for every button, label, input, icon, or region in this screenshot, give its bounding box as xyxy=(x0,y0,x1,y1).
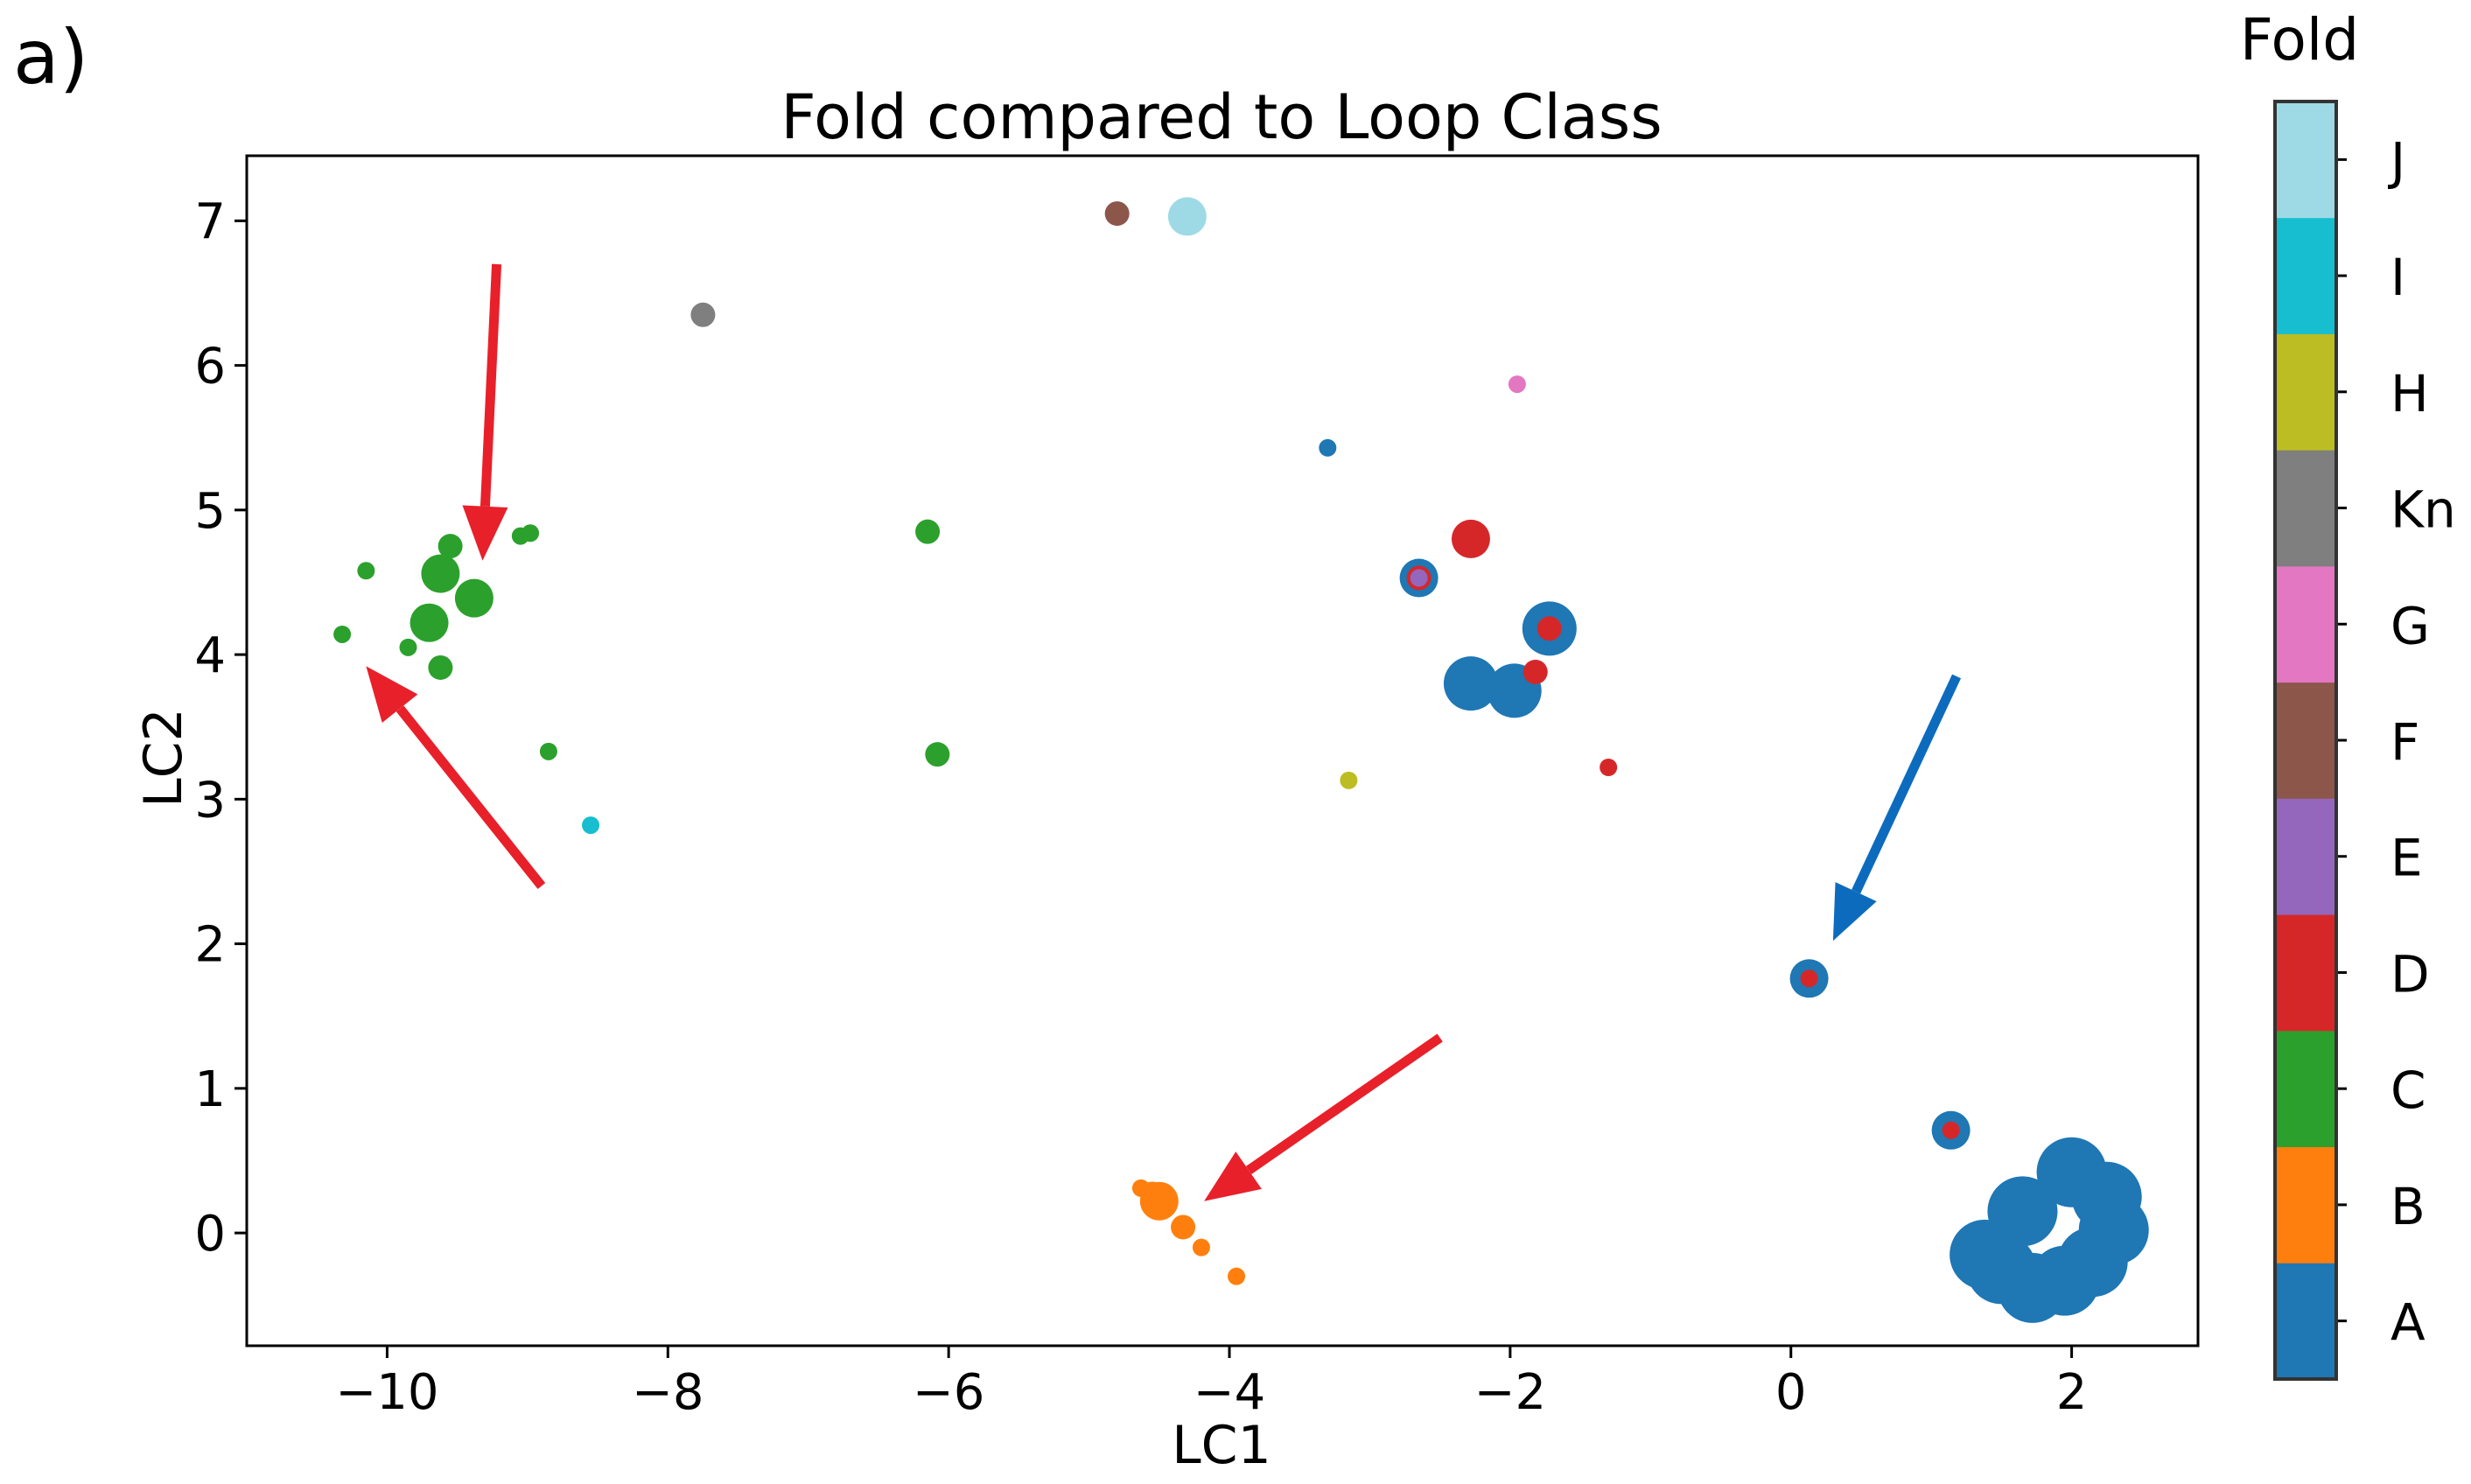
data-point-c xyxy=(438,534,463,559)
y-tick-label: 5 xyxy=(194,483,226,540)
arrow-head xyxy=(1204,1152,1262,1201)
arrow-shaft xyxy=(480,263,502,508)
colorbar-label: J xyxy=(2388,131,2405,191)
annotation-arrow xyxy=(1204,1033,1443,1201)
colorbar-swatch xyxy=(2275,1146,2336,1264)
panel-label: a) xyxy=(13,14,88,102)
x-axis-label: LC1 xyxy=(1172,1415,1271,1476)
colorbar-label: Kn xyxy=(2390,480,2456,540)
colorbar-label: F xyxy=(2390,712,2419,772)
x-axis-ticks: −10 −8 −6 −4 −2 0 2 xyxy=(335,1346,2087,1421)
plot-frame xyxy=(245,154,2200,1348)
x-tick-label: −10 xyxy=(335,1364,438,1421)
y-tick-label: 4 xyxy=(194,627,226,684)
x-tick-label: −4 xyxy=(1194,1364,1266,1421)
data-point-c xyxy=(522,524,540,542)
colorbar-swatch xyxy=(2275,1263,2336,1380)
colorbar-frame xyxy=(2273,100,2338,1381)
annotation-arrow xyxy=(366,666,546,889)
colorbar-swatch xyxy=(2275,798,2336,915)
data-point-c xyxy=(399,638,417,656)
data-point-c xyxy=(421,554,460,593)
x-tick-label: 0 xyxy=(1775,1364,1807,1421)
colorbar-label: D xyxy=(2390,944,2430,1004)
data-point-kn xyxy=(690,302,716,327)
annotation-arrow xyxy=(1832,674,1962,942)
arrow-head xyxy=(1832,882,1877,942)
x-tick-label: −6 xyxy=(913,1364,985,1421)
data-point-c xyxy=(539,742,557,760)
data-point-b xyxy=(1171,1214,1196,1240)
data-point-a xyxy=(1950,1219,2020,1290)
annotation-arrow xyxy=(462,263,508,561)
y-tick-label: 1 xyxy=(194,1061,226,1118)
data-point-c xyxy=(454,578,494,618)
data-point-c xyxy=(357,562,375,580)
colorbar-label: A xyxy=(2390,1293,2426,1353)
data-point-c xyxy=(915,519,941,544)
y-tick-label: 7 xyxy=(194,193,226,250)
y-axis-label: LC2 xyxy=(133,708,194,808)
arrow-head xyxy=(462,505,508,561)
colorbar-swatch xyxy=(2275,682,2336,799)
colorbar-swatch xyxy=(2275,914,2336,1032)
data-point-f xyxy=(1104,201,1130,227)
y-tick-label: 6 xyxy=(194,339,226,396)
x-tick-label: −8 xyxy=(632,1364,704,1421)
data-point-c xyxy=(428,654,453,680)
colorbar-swatch xyxy=(2275,450,2336,567)
arrow-head xyxy=(366,666,418,724)
data-point-d xyxy=(1536,616,1562,641)
data-point-a xyxy=(1319,438,1337,457)
data-point-i xyxy=(582,816,600,835)
y-tick-label: 3 xyxy=(194,772,226,829)
colorbar-label: H xyxy=(2390,364,2429,424)
y-tick-label: 2 xyxy=(194,917,226,974)
data-point-g xyxy=(1508,375,1526,394)
colorbar-swatch xyxy=(2275,102,2336,219)
y-tick-label: 0 xyxy=(194,1206,226,1263)
colorbar-label: E xyxy=(2390,829,2423,888)
x-tick-label: 2 xyxy=(2056,1364,2088,1421)
data-point-d xyxy=(1522,659,1548,684)
arrow-shaft xyxy=(396,705,546,889)
arrow-shaft xyxy=(1852,674,1962,894)
colorbar-swatch xyxy=(2275,217,2336,334)
data-point-b xyxy=(1192,1238,1210,1256)
colorbar-label: G xyxy=(2390,596,2430,655)
chart-title: Fold compared to Loop Class xyxy=(780,81,1662,153)
colorbar-label: C xyxy=(2390,1060,2426,1120)
data-point-d xyxy=(1800,970,1818,988)
colorbar-title: Fold xyxy=(2240,6,2359,74)
arrow-shaft xyxy=(1245,1033,1443,1174)
colorbar-swatch xyxy=(2275,1030,2336,1148)
data-point-a xyxy=(1443,656,1498,711)
plot-marks xyxy=(333,197,2149,1323)
colorbar-swatch xyxy=(2275,333,2336,451)
x-tick-label: −2 xyxy=(1474,1364,1547,1421)
data-point-d xyxy=(1942,1121,1960,1139)
colorbar-label: B xyxy=(2390,1177,2426,1236)
data-point-c xyxy=(333,625,352,643)
data-point-d xyxy=(1451,519,1490,558)
y-axis-ticks: 0 1 2 3 4 5 6 7 xyxy=(194,193,247,1263)
data-point-h xyxy=(1340,771,1358,789)
data-point-e xyxy=(1410,569,1428,587)
data-point-c xyxy=(925,742,950,767)
data-point-c xyxy=(410,603,449,642)
colorbar-swatch xyxy=(2275,565,2336,683)
data-point-b xyxy=(1228,1267,1246,1285)
data-point-j xyxy=(1167,197,1207,236)
data-point-d xyxy=(1600,759,1618,777)
colorbar-label: I xyxy=(2390,248,2405,307)
data-point-b xyxy=(1139,1181,1165,1207)
